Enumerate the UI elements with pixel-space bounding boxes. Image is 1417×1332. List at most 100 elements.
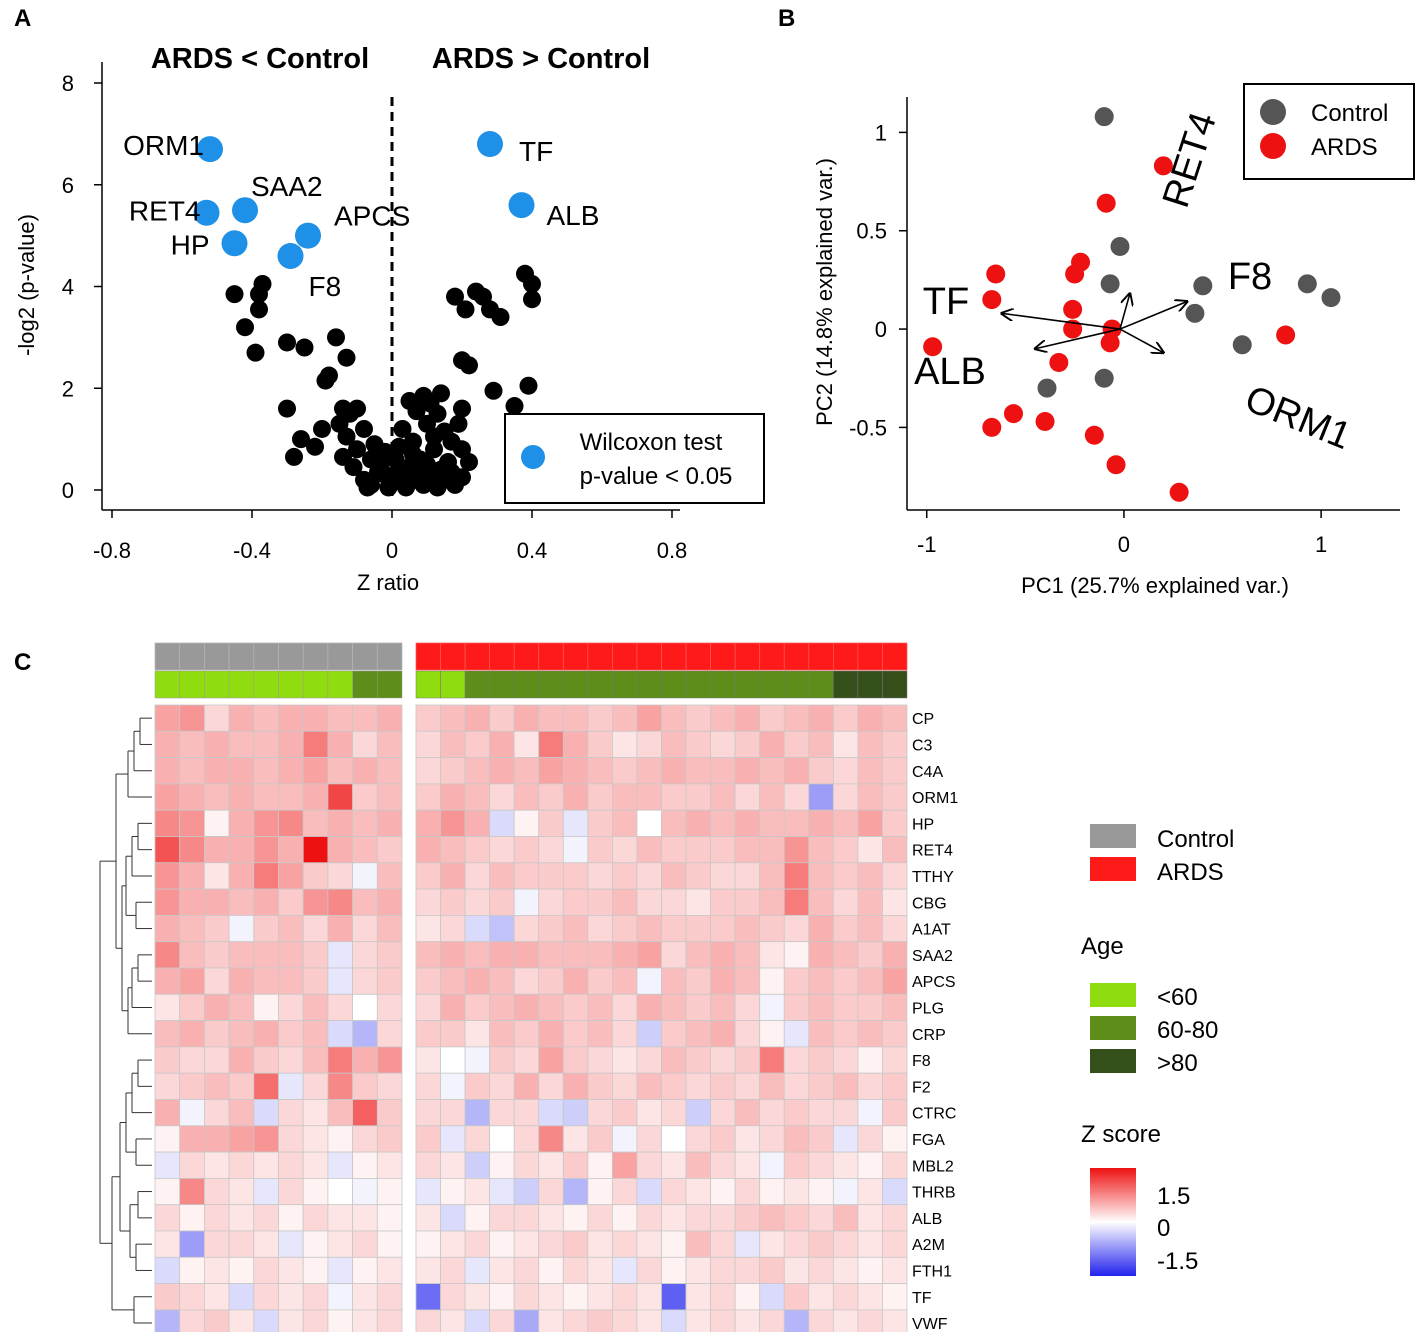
heatmap-cell (228, 809, 255, 837)
volcano-point (348, 399, 366, 418)
heatmap-cell (857, 1230, 883, 1258)
heatmap-cell (154, 915, 181, 943)
heatmap-cell (513, 1046, 540, 1074)
heatmap-cell (612, 1178, 638, 1206)
heatmap-legend-age-gt80-swatch (1090, 1049, 1136, 1073)
heatmap-cell (857, 1020, 883, 1048)
heatmap-cell (376, 1125, 403, 1153)
heatmap-cell (228, 967, 255, 995)
heatmap-age-annotation (302, 670, 329, 699)
heatmap-cell (562, 1151, 589, 1179)
heatmap-row-label: ORM1 (912, 790, 958, 807)
heatmap-cell (685, 1204, 711, 1232)
heatmap-cell (857, 1204, 883, 1232)
pca-legend-control-label: Control (1311, 100, 1388, 127)
heatmap-cell (154, 941, 181, 969)
heatmap-cell (179, 1072, 205, 1100)
heatmap-age-annotation (415, 670, 441, 699)
heatmap-cell (253, 704, 279, 732)
heatmap-cell (685, 1020, 711, 1048)
heatmap-cell (415, 1204, 441, 1232)
heatmap-cell (376, 1020, 403, 1048)
heatmap-cell (253, 730, 279, 758)
heatmap-cell (685, 757, 711, 785)
heatmap-cell (302, 1151, 329, 1179)
pca-ards-point (1096, 193, 1116, 213)
heatmap-row-labels: CP C3 C4A ORM1 HP RET4 TTHY CBG A1AT SAA2 APCS PLG C… (912, 711, 958, 1332)
pca-y-tick-label: 0.5 (856, 219, 887, 244)
heatmap-cell (352, 888, 378, 916)
heatmap-cell (857, 1309, 883, 1332)
heatmap-cell (538, 1072, 564, 1100)
heatmap-group-annotation-ards (440, 642, 466, 671)
heatmap-cell (857, 993, 883, 1021)
heatmap-cell (734, 1020, 761, 1048)
heatmap-cell (636, 730, 662, 758)
heatmap-cell (562, 1309, 589, 1332)
heatmap-cell (203, 1230, 230, 1258)
heatmap-cell (513, 783, 540, 811)
heatmap-cell (882, 1283, 908, 1311)
heatmap-cell (808, 730, 834, 758)
heatmap-cell (636, 1256, 662, 1285)
heatmap-cell (228, 862, 255, 890)
heatmap-cell (857, 1046, 883, 1074)
pca-control-point (1193, 276, 1213, 296)
heatmap-cell (857, 941, 883, 969)
heatmap-cell (587, 862, 613, 890)
heatmap-cell (661, 1099, 687, 1127)
heatmap-cell (710, 836, 736, 864)
heatmap-cell (253, 1020, 279, 1048)
volcano-point (516, 264, 534, 283)
heatmap-cell (710, 967, 736, 995)
heatmap-cell (440, 836, 466, 864)
volcano-title-left: ARDS < Control (151, 43, 369, 75)
heatmap-cell (352, 1283, 378, 1311)
heatmap-cell (327, 1099, 353, 1127)
heatmap-cell (489, 1020, 515, 1048)
heatmap-cell (808, 862, 834, 890)
heatmap-cell (376, 1230, 403, 1258)
volcano-x-label: Z ratio (357, 570, 419, 595)
heatmap-row-label: RET4 (912, 843, 953, 860)
heatmap-cell (327, 1046, 353, 1074)
heatmap-cell (376, 1256, 403, 1285)
heatmap-cell (857, 915, 883, 943)
heatmap-cell (538, 783, 564, 811)
heatmap-cell (253, 1151, 279, 1179)
heatmap-cell (538, 836, 564, 864)
heatmap-cell (415, 1283, 441, 1311)
heatmap-row-label: C4A (912, 764, 943, 781)
heatmap-age-annotation (377, 670, 403, 699)
heatmap-cell (759, 1151, 785, 1179)
heatmap-cell (832, 888, 859, 916)
heatmap-cell (278, 704, 304, 732)
volcano-point (432, 384, 450, 403)
heatmap-cell (661, 1072, 687, 1100)
heatmap-cell (661, 993, 687, 1021)
heatmap-cell (612, 1230, 638, 1258)
heatmap-cell (587, 1020, 613, 1048)
heatmap-cell (415, 1072, 441, 1100)
heatmap-cell (808, 1151, 834, 1179)
heatmap-cell (376, 730, 403, 758)
heatmap-cell (179, 1178, 205, 1206)
heatmap-cell (513, 1099, 540, 1127)
heatmap-cell (489, 783, 515, 811)
panel-label-a: A (14, 5, 31, 32)
heatmap-cell (376, 1099, 403, 1127)
heatmap-cell (440, 967, 466, 995)
heatmap-cell (415, 836, 441, 864)
heatmap-cell (562, 1046, 589, 1074)
heatmap-cell (327, 888, 353, 916)
heatmap-age-annotation (440, 670, 466, 699)
heatmap-row-label: F2 (912, 1079, 931, 1096)
heatmap-cell (440, 1020, 466, 1048)
heatmap-cell (278, 783, 304, 811)
heatmap-cell (882, 704, 908, 732)
heatmap-cell (857, 1256, 883, 1285)
heatmap-cell (489, 1283, 515, 1311)
heatmap-cell (661, 1309, 687, 1332)
heatmap-cell (203, 1072, 230, 1100)
heatmap-cell (415, 967, 441, 995)
